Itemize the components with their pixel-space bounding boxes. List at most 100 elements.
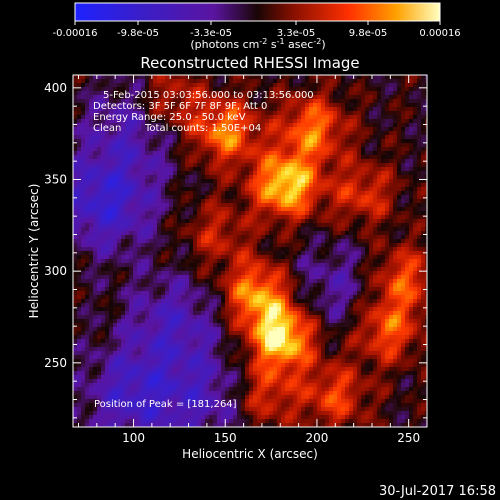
heatmap-cell: [229, 279, 233, 283]
heatmap-cell: [277, 419, 281, 423]
heatmap-cell: [289, 359, 293, 363]
heatmap-cell: [189, 163, 193, 167]
heatmap-cell: [277, 75, 281, 79]
heatmap-cell: [269, 295, 273, 299]
heatmap-cell: [205, 339, 209, 343]
heatmap-cell: [125, 395, 129, 399]
heatmap-cell: [177, 207, 181, 211]
heatmap-cell: [169, 119, 173, 123]
heatmap-cell: [285, 259, 289, 263]
heatmap-cell: [73, 375, 77, 379]
heatmap-cell: [249, 95, 253, 99]
heatmap-cell: [261, 287, 265, 291]
heatmap-cell: [161, 383, 165, 387]
heatmap-cell: [145, 127, 149, 131]
heatmap-cell: [205, 399, 209, 403]
heatmap-cell: [121, 391, 125, 395]
heatmap-cell: [193, 355, 197, 359]
heatmap-cell: [281, 355, 285, 359]
heatmap-cell: [165, 351, 169, 355]
heatmap-cell: [269, 179, 273, 183]
heatmap-cell: [185, 251, 189, 255]
heatmap-cell: [209, 91, 213, 95]
heatmap-cell: [201, 123, 205, 127]
heatmap-cell: [261, 247, 265, 251]
heatmap-cell: [129, 263, 133, 267]
heatmap-cell: [101, 339, 105, 343]
heatmap-cell: [73, 119, 77, 123]
heatmap-cell: [73, 191, 77, 195]
heatmap-cell: [253, 399, 257, 403]
heatmap-cell: [289, 291, 293, 295]
heatmap-cell: [101, 287, 105, 291]
heatmap-cell: [277, 79, 281, 83]
heatmap-cell: [181, 155, 185, 159]
heatmap-cell: [229, 135, 233, 139]
heatmap-cell: [281, 223, 285, 227]
heatmap-cell: [229, 79, 233, 83]
heatmap-cell: [133, 267, 137, 271]
heatmap-cell: [165, 115, 169, 119]
heatmap-cell: [289, 179, 293, 183]
heatmap-cell: [241, 119, 245, 123]
heatmap-cell: [77, 351, 81, 355]
heatmap-cell: [277, 295, 281, 299]
heatmap-cell: [153, 159, 157, 163]
heatmap-cell: [257, 175, 261, 179]
heatmap-cell: [113, 367, 117, 371]
heatmap-cell: [141, 211, 145, 215]
heatmap-cell: [141, 299, 145, 303]
heatmap-cell: [125, 95, 129, 99]
heatmap-cell: [169, 363, 173, 367]
heatmap-cell: [185, 127, 189, 131]
heatmap-cell: [105, 163, 109, 167]
heatmap-cell: [145, 143, 149, 147]
heatmap-cell: [273, 219, 277, 223]
heatmap-cell: [149, 399, 153, 403]
heatmap-cell: [245, 179, 249, 183]
heatmap-cell: [93, 131, 97, 135]
heatmap-cell: [269, 159, 273, 163]
heatmap-cell: [193, 411, 197, 415]
heatmap-cell: [185, 219, 189, 223]
heatmap-cell: [161, 203, 165, 207]
heatmap-cell: [181, 347, 185, 351]
heatmap-cell: [253, 75, 257, 79]
heatmap-cell: [261, 203, 265, 207]
heatmap-cell: [141, 259, 145, 263]
heatmap-cell: [285, 227, 289, 231]
heatmap-cell: [93, 419, 97, 423]
heatmap-cell: [165, 239, 169, 243]
heatmap-cell: [289, 163, 293, 167]
heatmap-cell: [249, 255, 253, 259]
heatmap-cell: [205, 151, 209, 155]
heatmap-cell: [249, 115, 253, 119]
heatmap-cell: [185, 291, 189, 295]
heatmap-cell: [189, 211, 193, 215]
heatmap-cell: [209, 255, 213, 259]
heatmap-cell: [217, 215, 221, 219]
heatmap-cell: [253, 271, 257, 275]
heatmap-cell: [289, 255, 293, 259]
heatmap-cell: [161, 331, 165, 335]
heatmap-cell: [93, 215, 97, 219]
heatmap-cell: [161, 307, 165, 311]
heatmap-cell: [189, 419, 193, 423]
heatmap-cell: [189, 83, 193, 87]
heatmap-cell: [89, 255, 93, 259]
heatmap-cell: [233, 391, 237, 395]
heatmap-cell: [125, 423, 129, 427]
heatmap-cell: [173, 423, 177, 427]
heatmap-cell: [137, 207, 141, 211]
heatmap-cell: [129, 259, 133, 263]
heatmap-cell: [137, 339, 141, 343]
heatmap-cell: [181, 175, 185, 179]
heatmap-cell: [197, 179, 201, 183]
heatmap-cell: [185, 303, 189, 307]
heatmap-cell: [161, 207, 165, 211]
heatmap-cell: [201, 299, 205, 303]
heatmap-cell: [157, 363, 161, 367]
heatmap-cell: [273, 211, 277, 215]
heatmap-cell: [117, 303, 121, 307]
heatmap-cell: [261, 171, 265, 175]
